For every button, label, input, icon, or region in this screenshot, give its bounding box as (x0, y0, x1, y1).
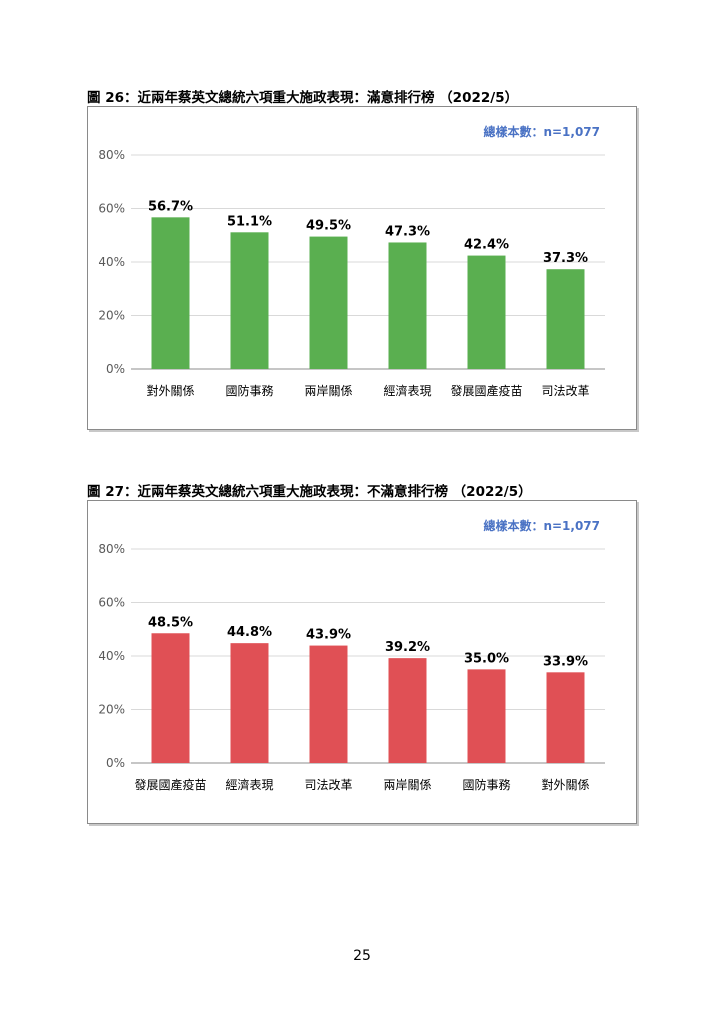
data-label: 37.3% (543, 251, 588, 266)
figure-caption-27: 圖 27：近兩年蔡英文總統六項重大施政表現：不滿意排行榜 （2022/5） (87, 484, 532, 500)
y-tick-label: 80% (98, 148, 125, 162)
data-label: 43.9% (306, 628, 351, 643)
bar (309, 645, 348, 763)
bar (467, 255, 506, 369)
bar (546, 269, 585, 369)
chart-satisfaction-svg: 總樣本數：n=1,077 0% 20% 40% 60% 80% 56.7% 對外關係 51.1%… (98, 124, 605, 398)
bar (151, 633, 190, 763)
sample-size-note: 總樣本數：n=1,077 (483, 518, 600, 533)
category-label: 對外關係 (146, 384, 194, 398)
bar (467, 669, 506, 763)
y-tick-label: 20% (98, 309, 125, 323)
category-label: 發展國產疫苗 (450, 383, 522, 398)
bar (230, 232, 269, 369)
y-tick-label: 60% (98, 202, 125, 216)
category-label: 兩岸關係 (304, 384, 352, 398)
figure-caption-26: 圖 26：近兩年蔡英文總統六項重大施政表現：滿意排行榜 （2022/5） (87, 90, 519, 106)
page-number: 25 (353, 948, 371, 964)
y-tick-label: 40% (98, 255, 125, 269)
category-label: 經濟表現 (225, 777, 273, 792)
y-tick-label: 60% (98, 596, 125, 610)
data-label: 48.5% (148, 615, 193, 630)
data-label: 35.0% (464, 651, 509, 666)
data-label: 49.5% (306, 219, 351, 234)
category-label: 兩岸關係 (383, 778, 431, 792)
data-label: 44.8% (227, 625, 272, 640)
category-label: 司法改革 (304, 778, 352, 792)
data-label: 42.4% (464, 238, 509, 253)
sample-size-note: 總樣本數：n=1,077 (483, 124, 600, 139)
bar (230, 643, 269, 763)
bar (388, 658, 427, 763)
y-tick-label: 40% (98, 649, 125, 663)
bar (388, 242, 427, 369)
bar (546, 672, 585, 763)
data-label: 33.9% (543, 654, 588, 669)
category-label: 國防事務 (462, 777, 510, 792)
category-label: 發展國產疫苗 (134, 777, 206, 792)
y-tick-label: 0% (106, 756, 125, 770)
y-tick-label: 20% (98, 703, 125, 717)
y-tick-label: 0% (106, 362, 125, 376)
chart-dissatisfaction-svg: 總樣本數：n=1,077 0% 20% 40% 60% 80% 48.5% 發展國產疫苗 44.… (98, 518, 605, 792)
category-label: 司法改革 (541, 384, 589, 398)
chart-dissatisfaction: 總樣本數：n=1,077 0% 20% 40% 60% 80% 48.5% 發展國產疫苗 44.… (87, 500, 637, 824)
category-label: 經濟表現 (383, 383, 431, 398)
category-label: 對外關係 (541, 778, 589, 792)
data-label: 56.7% (148, 199, 193, 214)
chart-satisfaction: 總樣本數：n=1,077 0% 20% 40% 60% 80% 56.7% 對外關係 51.1%… (87, 106, 637, 430)
data-label: 51.1% (227, 214, 272, 229)
data-label: 47.3% (385, 224, 430, 239)
bar (309, 236, 348, 369)
bar (151, 217, 190, 369)
y-tick-label: 80% (98, 542, 125, 556)
data-label: 39.2% (385, 640, 430, 655)
category-label: 國防事務 (225, 383, 273, 398)
